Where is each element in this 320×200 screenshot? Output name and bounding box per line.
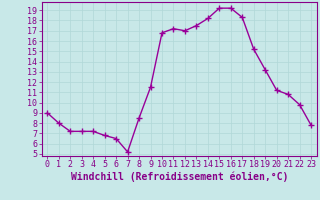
X-axis label: Windchill (Refroidissement éolien,°C): Windchill (Refroidissement éolien,°C) [70,172,288,182]
